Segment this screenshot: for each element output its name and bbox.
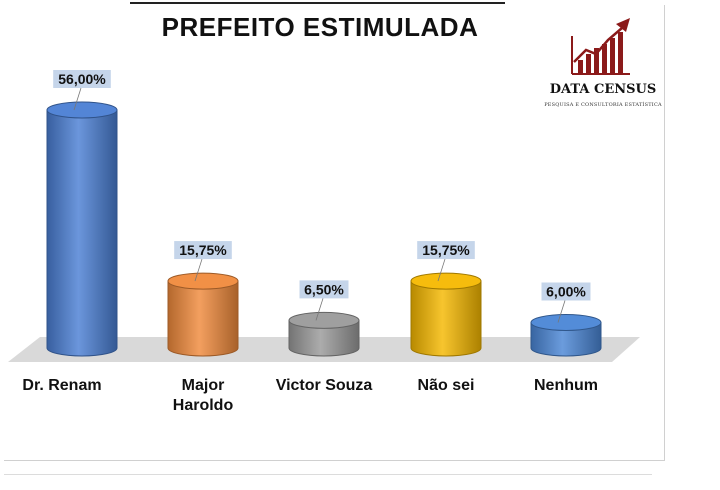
data-label: 6,00%: [546, 284, 586, 300]
bar-3: [288, 311, 360, 357]
data-label-bg: [53, 70, 111, 88]
category-label: Major Haroldo: [172, 377, 234, 414]
bar-top: [167, 272, 239, 290]
data-label-bg: [299, 280, 349, 299]
bar-top: [46, 101, 118, 119]
bar-body: [530, 322, 602, 357]
bar-2: [167, 272, 239, 357]
bar-5: [530, 314, 602, 357]
bar-4: [410, 272, 482, 357]
data-label-bg: [417, 241, 475, 260]
category-label: Não sei: [417, 377, 475, 394]
bar-top: [530, 314, 602, 331]
bottom-border-line: [4, 474, 652, 475]
data-label-bg: [541, 282, 591, 301]
bar-chart-arrow-icon: [571, 18, 630, 75]
data-label: 6,50%: [304, 281, 344, 297]
chart-title: PREFEITO ESTIMULADA: [161, 12, 479, 42]
bar-body: [46, 109, 118, 357]
bar-top: [288, 311, 360, 329]
top-border-line: [130, 2, 505, 4]
data-label-leader: [437, 258, 446, 282]
data-label-leader: [194, 258, 203, 282]
data-label-leader: [73, 87, 82, 111]
bar-body: [288, 319, 360, 357]
logo-subtitle: PESQUISA E CONSULTORIA ESTATÍSTICA: [544, 102, 662, 108]
category-label: Dr. Renam: [22, 377, 102, 394]
data-label: 15,75%: [179, 242, 227, 258]
bar-body: [410, 280, 482, 357]
data-label: 56,00%: [58, 71, 106, 87]
bar-top: [410, 272, 482, 290]
bar-body: [167, 280, 239, 357]
category-label: Nenhum: [534, 377, 598, 394]
logo-name: DATA CENSUS: [549, 82, 657, 97]
data-label: 15,75%: [422, 242, 470, 258]
bar-1: [46, 101, 118, 357]
category-label: Victor Souza: [275, 377, 373, 394]
data-label-leader: [557, 300, 566, 323]
data-label-leader: [315, 298, 324, 321]
data-label-bg: [174, 241, 232, 260]
